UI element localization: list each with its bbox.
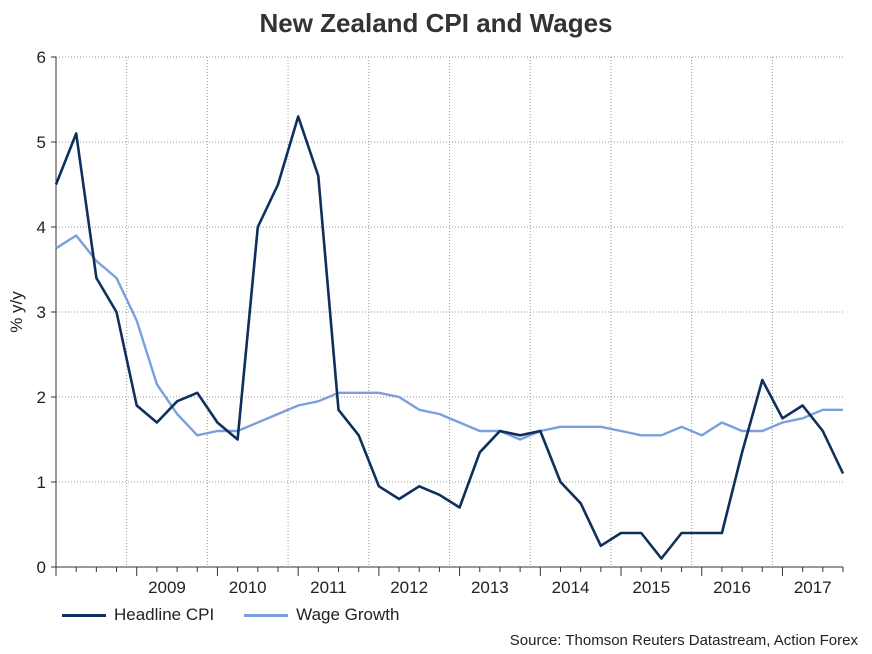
x-tick-label: 2010 xyxy=(229,578,267,597)
source-note: Source: Thomson Reuters Datastream, Acti… xyxy=(509,632,858,649)
chart-title: New Zealand CPI and Wages xyxy=(259,8,613,38)
y-tick-label: 4 xyxy=(37,218,46,237)
legend-swatch-headline-cpi xyxy=(62,613,106,617)
legend: Headline CPI Wage Growth xyxy=(62,605,429,625)
legend-label-wage-growth: Wage Growth xyxy=(296,605,400,624)
y-tick-label: 1 xyxy=(37,473,46,492)
x-tick-label: 2014 xyxy=(552,578,590,597)
series-line-wage-growth xyxy=(55,234,843,441)
y-tick-label: 2 xyxy=(37,388,46,407)
x-tick-label: 2013 xyxy=(471,578,509,597)
x-tick-label: 2015 xyxy=(632,578,670,597)
y-axis-label: % y/y xyxy=(7,291,26,333)
x-tick-label: 2016 xyxy=(713,578,751,597)
series-line-headline-cpi xyxy=(54,115,845,560)
x-tick-label: 2012 xyxy=(390,578,428,597)
x-tick-label: 2011 xyxy=(310,578,347,597)
legend-swatch-wage-growth xyxy=(244,613,289,617)
x-tick-label: 2009 xyxy=(148,578,186,597)
x-tick-label: 2017 xyxy=(794,578,832,597)
y-tick-label: 3 xyxy=(37,303,46,322)
y-tick-label: 5 xyxy=(37,133,46,152)
y-tick-label: 0 xyxy=(37,558,46,577)
y-tick-label: 6 xyxy=(37,48,46,67)
legend-item-headline-cpi: Headline CPI xyxy=(62,605,214,625)
legend-item-wage-growth: Wage Growth xyxy=(244,605,399,625)
legend-label-headline-cpi: Headline CPI xyxy=(114,605,215,624)
